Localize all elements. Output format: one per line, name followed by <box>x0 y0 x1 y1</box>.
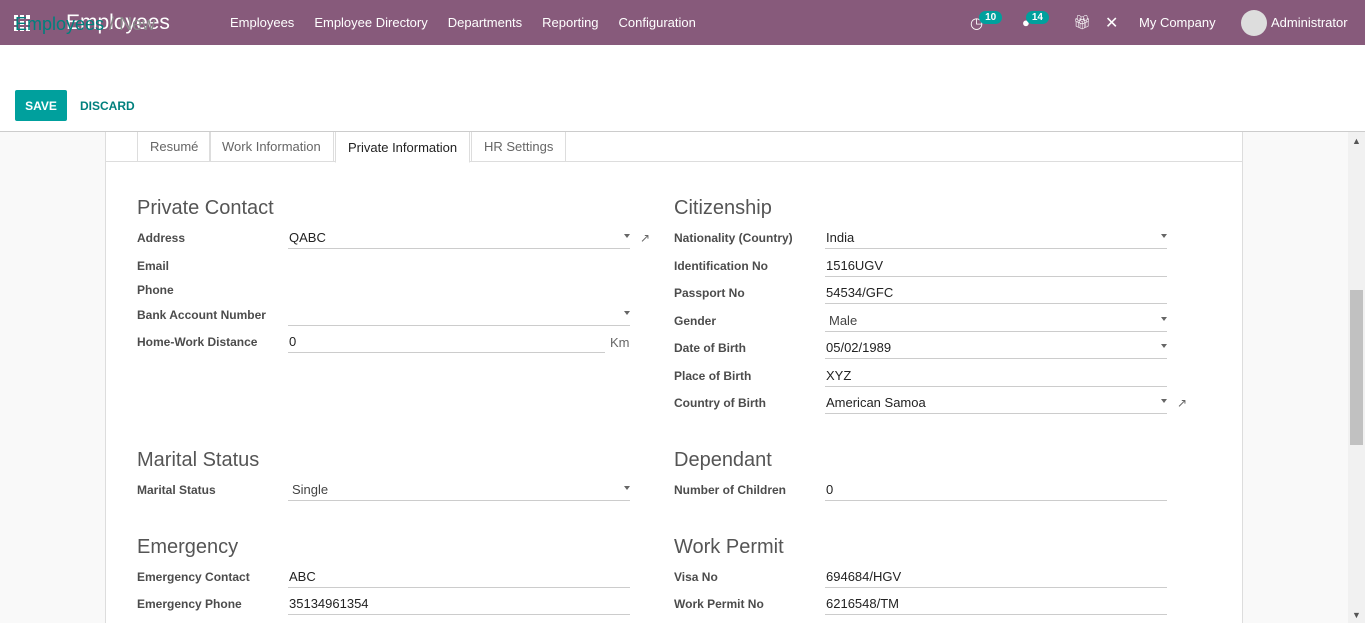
dob-label: Date of Birth <box>674 341 746 355</box>
external-link-icon[interactable]: ↗ <box>1177 396 1188 410</box>
emergency-phone-field[interactable]: 35134961354 <box>288 593 630 615</box>
citizenship-heading: Citizenship <box>674 197 772 219</box>
breadcrumb-separator: / <box>109 14 115 34</box>
work-permit-field[interactable]: 6216548/TM <box>825 593 1167 615</box>
scroll-down-icon[interactable]: ▼ <box>1352 610 1361 620</box>
dependant-heading: Dependant <box>674 449 772 471</box>
nationality-value: India <box>826 230 855 245</box>
dropdown-caret-icon <box>624 311 630 315</box>
messages-button[interactable]: ● 14 <box>1022 0 1049 45</box>
breadcrumb: Employees / New <box>15 14 155 35</box>
scroll-up-icon[interactable]: ▲ <box>1352 136 1361 146</box>
home-work-distance-label: Home-Work Distance <box>137 335 258 349</box>
cob-value: American Samoa <box>826 395 926 410</box>
activity-badge: 10 <box>979 11 1003 24</box>
menu-employees[interactable]: Employees <box>230 15 295 30</box>
address-value: QABC <box>289 230 326 245</box>
dob-value: 05/02/1989 <box>826 340 892 355</box>
form-sheet: Resumé Work Information Private Informat… <box>105 132 1243 623</box>
emergency-contact-label: Emergency Contact <box>137 570 250 584</box>
nationality-field[interactable]: India <box>825 227 1167 249</box>
bank-account-label: Bank Account Number <box>137 308 266 322</box>
app-title: Employees <box>66 10 170 34</box>
apps-menu-icon[interactable] <box>14 0 34 45</box>
passport-label: Passport No <box>674 286 745 300</box>
dropdown-caret-icon <box>1161 317 1167 321</box>
dropdown-caret-icon <box>1161 234 1167 238</box>
save-button[interactable]: SAVE <box>15 90 67 121</box>
emergency-phone-label: Emergency Phone <box>137 597 242 611</box>
dropdown-caret-icon <box>1161 399 1167 403</box>
chat-icon: ● <box>1022 15 1030 30</box>
marital-select[interactable]: Single <box>288 479 630 501</box>
scrollbar-thumb[interactable] <box>1350 290 1363 445</box>
pob-field[interactable]: XYZ <box>825 365 1167 387</box>
tab-hr-settings[interactable]: HR Settings <box>471 132 567 162</box>
menu-employee-directory[interactable]: Employee Directory <box>314 15 428 30</box>
marital-heading: Marital Status <box>137 449 260 471</box>
private-contact-heading: Private Contact <box>137 197 274 219</box>
user-name: Administrator <box>1271 15 1348 30</box>
cob-field[interactable]: American Samoa <box>825 392 1167 414</box>
top-navbar: Employees Employees Employee Directory D… <box>0 0 1365 45</box>
avatar <box>1241 9 1267 36</box>
children-field[interactable]: 0 <box>825 479 1167 501</box>
address-field[interactable]: QABC <box>288 227 630 249</box>
user-menu[interactable]: Administrator <box>1241 0 1348 45</box>
distance-unit: Km <box>610 335 630 350</box>
tab-private-information[interactable]: Private Information <box>335 132 471 163</box>
tools-icon[interactable]: ✕ <box>1105 14 1119 32</box>
control-panel <box>0 45 1365 132</box>
dropdown-caret-icon <box>624 234 630 238</box>
discard-button[interactable]: DISCARD <box>80 99 135 113</box>
dropdown-caret-icon <box>624 486 630 490</box>
gender-value: Male <box>829 313 858 328</box>
scrollbar[interactable]: ▲ ▼ <box>1348 132 1365 623</box>
address-label: Address <box>137 231 186 245</box>
external-link-icon[interactable]: ↗ <box>640 231 651 245</box>
dropdown-caret-icon <box>1161 344 1167 348</box>
marital-label: Marital Status <box>137 483 216 497</box>
identification-field[interactable]: 1516UGV <box>825 255 1167 277</box>
activity-button[interactable]: ◷ 10 <box>970 0 1003 45</box>
breadcrumb-employees[interactable]: Employees <box>15 14 105 34</box>
emergency-contact-field[interactable]: ABC <box>288 566 630 588</box>
messages-badge: 14 <box>1025 11 1049 24</box>
marital-value: Single <box>292 482 329 497</box>
company-switcher[interactable]: My Company <box>1139 15 1216 30</box>
dob-field[interactable]: 05/02/1989 <box>825 337 1167 359</box>
visa-label: Visa No <box>674 570 718 584</box>
cob-label: Country of Birth <box>674 396 766 410</box>
identification-label: Identification No <box>674 259 768 273</box>
breadcrumb-current: New <box>119 14 156 34</box>
main-menu: Employees Employee Directory Departments… <box>220 0 706 45</box>
gender-select[interactable]: Male <box>825 310 1167 332</box>
phone-label: Phone <box>137 283 174 297</box>
home-work-distance-field[interactable]: 0 <box>288 331 605 353</box>
tab-resume[interactable]: Resumé <box>137 132 212 162</box>
menu-departments[interactable]: Departments <box>447 15 523 30</box>
email-label: Email <box>137 259 170 273</box>
children-label: Number of Children <box>674 483 787 497</box>
tab-work-information[interactable]: Work Information <box>209 132 334 162</box>
menu-configuration[interactable]: Configuration <box>618 15 696 30</box>
gift-icon[interactable]: 🎁︎ <box>1073 14 1091 30</box>
visa-field[interactable]: 694684/HGV <box>825 566 1167 588</box>
emergency-heading: Emergency <box>137 536 239 558</box>
work-permit-heading: Work Permit <box>674 536 784 558</box>
gender-label: Gender <box>674 314 717 328</box>
nationality-label: Nationality (Country) <box>674 231 793 245</box>
menu-reporting[interactable]: Reporting <box>542 15 599 30</box>
notebook-tabs: Resumé Work Information Private Informat… <box>106 132 1242 163</box>
work-permit-label: Work Permit No <box>674 597 764 611</box>
bank-account-field[interactable] <box>288 304 630 326</box>
pob-label: Place of Birth <box>674 369 752 383</box>
passport-field[interactable]: 54534/GFC <box>825 282 1167 304</box>
